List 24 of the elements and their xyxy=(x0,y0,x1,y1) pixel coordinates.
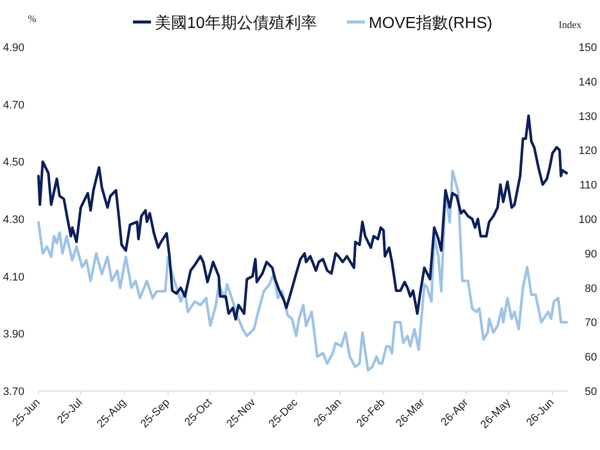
y2-tick-label: 120 xyxy=(578,145,597,158)
y-tick-label: 4.10 xyxy=(3,271,24,284)
y2-tick-label: 130 xyxy=(578,110,597,123)
y2-axis-title: Index xyxy=(558,20,582,31)
y2-tick-label: 70 xyxy=(584,317,597,330)
y2-tick-label: 140 xyxy=(578,76,597,88)
y-tick-label: 4.50 xyxy=(3,156,24,169)
line-series xyxy=(37,114,568,321)
line-series xyxy=(37,170,568,372)
y-tick-label: 4.30 xyxy=(3,214,24,226)
legend-label: MOVE指數(RHS) xyxy=(368,14,492,32)
y-tick-label: 4.70 xyxy=(3,99,24,112)
y-tick-label: 4.90 xyxy=(3,42,24,54)
y-tick-label: 3.90 xyxy=(3,328,24,341)
y2-tick-label: 60 xyxy=(584,352,597,364)
y2-tick-label: 150 xyxy=(578,42,597,54)
y2-tick-label: 100 xyxy=(578,214,597,226)
y2-tick-label: 80 xyxy=(584,282,597,295)
y-axis-title: % xyxy=(28,14,36,25)
y-tick-label: 3.70 xyxy=(3,386,24,398)
y2-tick-label: 110 xyxy=(579,180,597,192)
y2-tick-label: 50 xyxy=(584,386,597,398)
legend-label: 美國10年期公債殖利率 xyxy=(155,14,317,32)
y2-tick-label: 90 xyxy=(584,248,597,260)
